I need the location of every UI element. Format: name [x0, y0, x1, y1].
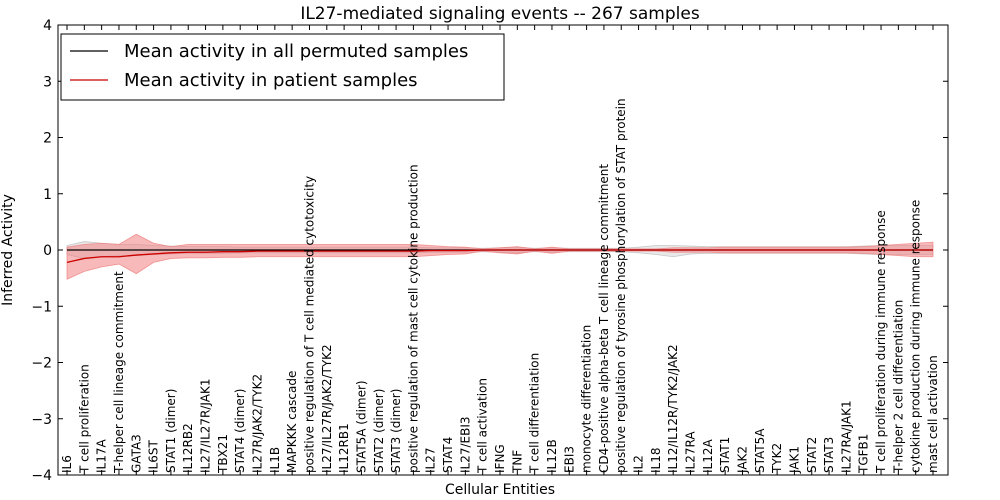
x-category-label: IL12RB1 — [337, 423, 351, 473]
x-category-label: TGFB1 — [857, 434, 871, 474]
x-category-label: STAT3 (dimer) — [389, 389, 403, 473]
x-category-label: IL27/EBI3 — [458, 416, 472, 473]
y-tick-label: 4 — [43, 18, 52, 34]
x-category-label: IL6 — [60, 455, 74, 473]
x-category-label: IL1B — [268, 447, 282, 473]
x-category-label: STAT2 (dimer) — [372, 389, 386, 473]
y-tick-label: 3 — [43, 74, 52, 90]
x-category-label: IL27RA — [684, 431, 698, 473]
x-category-label: T-helper 2 cell differentiation — [891, 300, 905, 474]
chart-title: IL27-mediated signaling events -- 267 sa… — [300, 4, 700, 24]
x-category-label: TNF — [510, 450, 524, 474]
x-category-label: IL27/IL27R/JAK2/TYK2 — [320, 344, 334, 473]
legend-label-permuted: Mean activity in all permuted samples — [124, 41, 468, 62]
x-category-label: T cell differentiation — [528, 353, 542, 474]
x-category-label: IL12/IL12R/TYK2/JAK2 — [666, 344, 680, 473]
x-category-label: T cell proliferation — [77, 364, 91, 474]
x-category-label: mast cell activation — [926, 355, 940, 473]
y-axis-title: Inferred Activity — [0, 194, 16, 306]
x-category-label: GATA3 — [129, 434, 143, 473]
legend-label-patient: Mean activity in patient samples — [124, 70, 418, 91]
band-patient — [66, 233, 934, 280]
x-category-label: STAT2 — [805, 437, 819, 473]
x-category-label: IL12A — [701, 439, 715, 473]
x-category-label: IL27 — [424, 448, 438, 474]
x-category-label: IL18 — [649, 448, 663, 474]
x-category-label: STAT4 (dimer) — [233, 389, 247, 473]
x-category-label: MAPKKK cascade — [285, 371, 299, 473]
x-category-label: EBI3 — [562, 446, 576, 473]
y-axis: −4 −3 −2 −1 0 1 2 3 4 — [31, 18, 948, 484]
series-line-patient — [66, 249, 933, 264]
legend-box — [60, 33, 505, 101]
series-lines — [66, 249, 933, 264]
x-category-label: TBX21 — [216, 434, 230, 474]
x-category-label: IL17A — [95, 439, 109, 473]
x-category-label: IL6ST — [147, 440, 161, 473]
x-category-label: cytokine production during immune respon… — [909, 200, 923, 473]
x-category-label: JAK1 — [787, 446, 801, 474]
y-tick-label: 0 — [43, 243, 52, 259]
x-category-label: STAT4 — [441, 437, 455, 473]
x-axis: IL6 T cell proliferation IL17A T-helper cel… — [60, 25, 940, 475]
x-category-label: IL27R/JAK2/TYK2 — [251, 374, 265, 473]
y-tick-label: −2 — [31, 356, 52, 372]
x-category-label: STAT1 (dimer) — [164, 389, 178, 473]
x-category-label: T cell proliferation during immune respo… — [874, 210, 888, 474]
x-category-label: IFNG — [493, 444, 507, 473]
x-category-label: CD4-positive alpha-beta T cell lineage c… — [597, 164, 611, 473]
x-category-label: STAT3 — [822, 437, 836, 473]
x-category-label: IL2 — [632, 455, 646, 473]
x-category-label: IL12B — [545, 439, 559, 473]
x-category-label: STAT5A — [753, 428, 767, 473]
x-category-label: IL27/IL27R/JAK1 — [199, 379, 213, 473]
x-category-label: IL12RB2 — [181, 423, 195, 473]
x-category-label: IL27RA/JAK1 — [839, 400, 853, 473]
x-category-label: T-helper cell lineage commitment — [112, 271, 126, 474]
x-category-label: positive regulation of tyrosine phosphor… — [614, 98, 628, 473]
legend: Mean activity in all permuted samples Me… — [60, 33, 505, 101]
x-category-label: STAT5A (dimer) — [354, 380, 368, 473]
x-category-label: positive regulation of T cell mediated c… — [302, 176, 316, 473]
x-category-label: TYK2 — [770, 443, 784, 474]
y-tick-label: −4 — [31, 468, 52, 484]
x-category-label: STAT1 — [718, 437, 732, 473]
x-axis-title: Cellular Entities — [445, 482, 555, 498]
x-category-label: JAK2 — [735, 446, 749, 474]
x-category-label: monocyte differentiation — [580, 325, 594, 473]
y-tick-label: 2 — [43, 131, 52, 147]
y-tick-label: −1 — [31, 299, 52, 315]
y-tick-label: −3 — [31, 412, 52, 428]
x-category-label: T cell activation — [476, 378, 490, 474]
y-tick-label: 1 — [43, 187, 52, 203]
x-category-label: positive regulation of mast cell cytokin… — [406, 164, 420, 473]
